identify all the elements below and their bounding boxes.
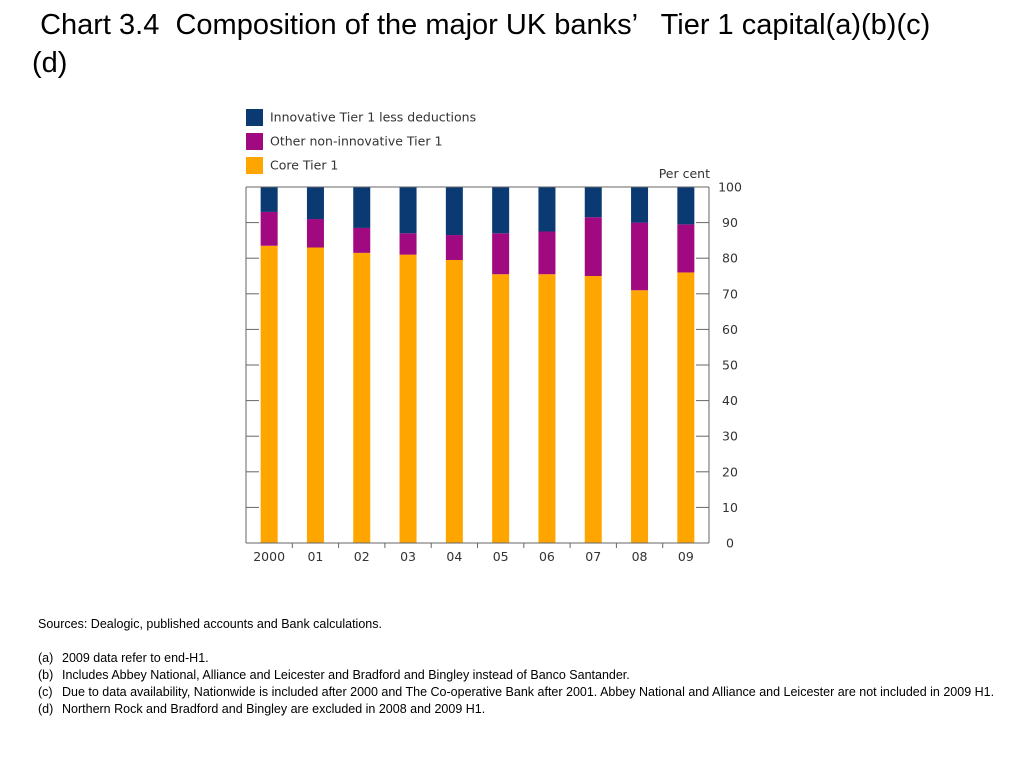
bar-segment-core <box>260 245 278 544</box>
footnote: (b) Includes Abbey National, Alliance an… <box>38 667 998 684</box>
footnote-text: Due to data availability, Nationwide is … <box>62 685 995 699</box>
x-tick-label: 05 <box>493 549 509 564</box>
bar-segment-innovative <box>538 187 556 232</box>
x-tick-label: 01 <box>307 549 323 564</box>
bar-segment-other <box>538 231 556 275</box>
bar-segment-innovative <box>399 187 417 234</box>
bar-segment-core <box>399 254 417 543</box>
bar-segment-other <box>306 219 324 248</box>
chart-container: Innovative Tier 1 less deductions Other n… <box>245 109 742 564</box>
bar-segment-core <box>445 259 463 543</box>
bar-segment-other <box>677 224 695 273</box>
y-tick-label: 60 <box>722 322 738 337</box>
chart-bars <box>260 187 695 544</box>
y-tick-label: 90 <box>722 215 738 230</box>
footnote-text: Includes Abbey National, Alliance and Le… <box>62 668 630 682</box>
footnote-label: (b) <box>38 668 54 682</box>
bar-segment-core <box>492 274 510 543</box>
y-tick-label: 0 <box>726 536 734 551</box>
footnote: (d) Northern Rock and Bradford and Bingl… <box>38 701 998 718</box>
legend-label: Core Tier 1 <box>270 158 338 173</box>
bar-segment-core <box>584 276 602 543</box>
bar-segment-other <box>260 211 278 246</box>
footnote-label: (d) <box>38 702 54 716</box>
bar-segment-innovative <box>677 187 695 225</box>
chart-legend: Innovative Tier 1 less deductions Other n… <box>246 109 476 174</box>
footnote-label: (c) <box>38 685 53 699</box>
y-axis-label: Per cent <box>659 166 710 181</box>
y-tick-label: 10 <box>722 500 738 515</box>
sources-note: Sources: Dealogic, published accounts an… <box>38 617 382 631</box>
y-tick-label: 100 <box>718 180 742 195</box>
x-tick-label: 08 <box>632 549 648 564</box>
legend-swatch-innovative <box>246 109 263 126</box>
chart-axes: 0 10 20 30 40 50 60 70 80 90 100 2000 01 02 03 04 05 06 07… <box>245 180 742 564</box>
footnote-text: 2009 data refer to end-H1. <box>62 651 209 665</box>
bar-segment-other <box>631 222 649 291</box>
x-tick-label: 04 <box>446 549 462 564</box>
chart-notes: Sources: Dealogic, published accounts an… <box>38 616 998 718</box>
bar-segment-innovative <box>492 187 510 234</box>
bar-segment-innovative <box>584 187 602 218</box>
footnote-label: (a) <box>38 651 54 665</box>
footnote-text: Northern Rock and Bradford and Bingley a… <box>62 702 486 716</box>
legend-swatch-other <box>246 133 263 150</box>
x-tick-label: 02 <box>354 549 370 564</box>
y-tick-label: 40 <box>722 393 738 408</box>
legend-label: Innovative Tier 1 less deductions <box>270 110 476 125</box>
bar-segment-other <box>492 233 510 275</box>
x-tick-label: 06 <box>539 549 555 564</box>
bar-segment-innovative <box>260 187 278 212</box>
bar-segment-core <box>353 252 371 544</box>
bar-segment-innovative <box>445 187 463 236</box>
slide-title: Chart 3.4 Composition of the major UK ba… <box>32 9 931 79</box>
y-tick-label: 30 <box>722 429 738 444</box>
bar-segment-core <box>677 272 695 543</box>
x-tick-label: 2000 <box>253 549 285 564</box>
y-tick-label: 70 <box>722 286 738 301</box>
x-tick-label: 09 <box>678 549 694 564</box>
bar-segment-innovative <box>306 187 324 220</box>
bar-segment-core <box>306 247 324 543</box>
bar-segment-other <box>445 235 463 260</box>
bar-segment-other <box>399 233 417 255</box>
stacked-bar-chart: Innovative Tier 1 less deductions Other n… <box>245 109 742 564</box>
y-tick-label: 80 <box>722 251 738 266</box>
bar-segment-innovative <box>631 187 649 223</box>
bar-segment-core <box>538 274 556 543</box>
footnote: (a) 2009 data refer to end-H1. <box>38 650 998 667</box>
y-tick-label: 50 <box>722 358 738 373</box>
x-tick-label: 07 <box>585 549 601 564</box>
legend-swatch-core <box>246 157 263 174</box>
bar-segment-other <box>584 217 602 276</box>
bar-segment-other <box>353 227 371 253</box>
x-tick-label: 03 <box>400 549 416 564</box>
footnote: (c) Due to data availability, Nationwide… <box>38 684 998 701</box>
y-tick-label: 20 <box>722 464 738 479</box>
legend-label: Other non-innovative Tier 1 <box>270 134 442 149</box>
bar-segment-core <box>631 290 649 543</box>
bar-segment-innovative <box>353 187 371 228</box>
